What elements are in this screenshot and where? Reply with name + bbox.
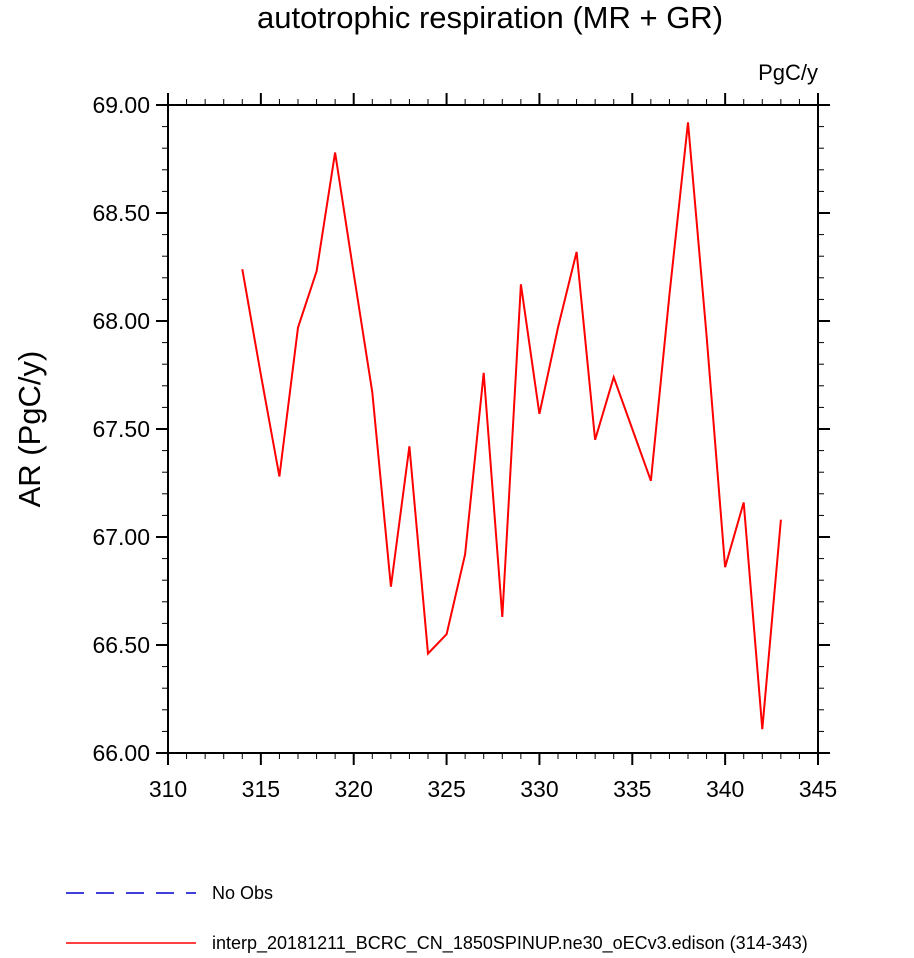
series-group bbox=[241, 122, 782, 730]
x-tick-label: 340 bbox=[706, 776, 744, 802]
legend-label: interp_20181211_BCRC_CN_1850SPINUP.ne30_… bbox=[212, 933, 808, 954]
y-axis-label: AR (PgC/y) bbox=[12, 351, 47, 508]
chart-title: autotrophic respiration (MR + GR) bbox=[257, 0, 723, 35]
series-line bbox=[241, 122, 782, 730]
y-tick-label: 66.50 bbox=[92, 632, 150, 658]
x-tick-label: 345 bbox=[799, 776, 837, 802]
y-tick-label: 69.00 bbox=[92, 92, 150, 118]
tick-labels: 310 315 320 325 330 335 340 345 66.00 66.50 67.00 6… bbox=[92, 92, 837, 802]
y-tick-label: 67.50 bbox=[92, 416, 150, 442]
x-tick-label: 315 bbox=[242, 776, 280, 802]
y-tick-label: 66.00 bbox=[92, 740, 150, 766]
x-tick-label: 325 bbox=[427, 776, 465, 802]
x-tick-label: 335 bbox=[613, 776, 651, 802]
axis-ticks bbox=[156, 93, 830, 765]
y-tick-label: 68.00 bbox=[92, 308, 150, 334]
x-tick-label: 330 bbox=[520, 776, 558, 802]
x-tick-label: 320 bbox=[335, 776, 373, 802]
x-tick-label: 310 bbox=[149, 776, 187, 802]
legend: No Obs interp_20181211_BCRC_CN_1850SPINUP… bbox=[66, 883, 808, 954]
plot-frame bbox=[167, 104, 819, 754]
y-tick-label: 68.50 bbox=[92, 200, 150, 226]
legend-label: No Obs bbox=[212, 883, 273, 903]
y-tick-label: 67.00 bbox=[92, 524, 150, 550]
units-label: PgC/y bbox=[758, 60, 818, 85]
